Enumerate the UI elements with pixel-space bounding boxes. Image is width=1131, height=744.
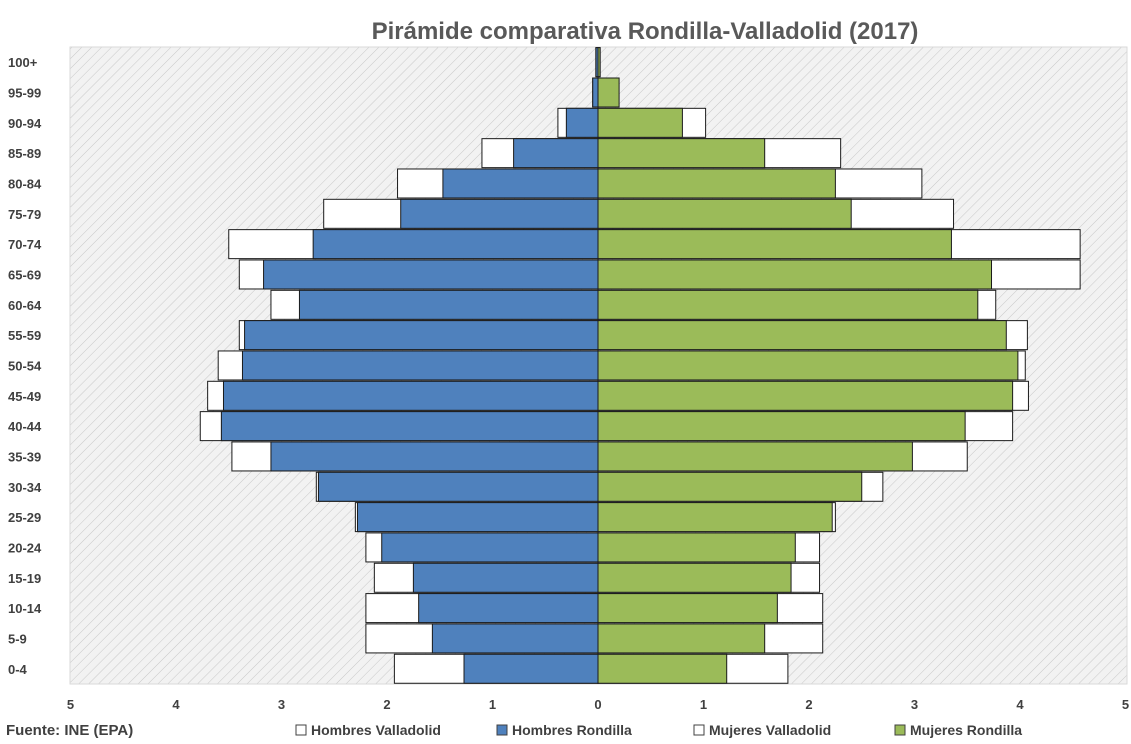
legend-swatch-hombres-valladolid bbox=[295, 724, 307, 736]
y-tick-label-0-4: 0-4 bbox=[8, 662, 28, 677]
legend-swatch-hombres-rondilla bbox=[496, 724, 508, 736]
legend-label-hombres-valladolid: Hombres Valladolid bbox=[311, 722, 441, 738]
legend-label-hombres-rondilla: Hombres Rondilla bbox=[512, 722, 632, 738]
bar-mujeres-rondilla-40-44 bbox=[597, 411, 966, 442]
bar-hombres-rondilla-75-79 bbox=[400, 198, 599, 229]
legend: Hombres Valladolid Hombres Rondilla Mujere… bbox=[295, 722, 1022, 738]
bar-mujeres-rondilla-15-19 bbox=[597, 562, 792, 593]
bar-hombres-rondilla-15-19 bbox=[412, 562, 599, 593]
bar-hombres-rondilla-95-99 bbox=[592, 77, 599, 108]
y-tick-label-20-24: 20-24 bbox=[8, 540, 42, 555]
bar-hombres-rondilla-85-89 bbox=[513, 138, 599, 169]
bar-hombres-rondilla-25-29 bbox=[356, 502, 599, 533]
bars-group bbox=[199, 47, 1081, 684]
x-tick-label: 1 bbox=[700, 697, 707, 712]
legend-swatch-mujeres-rondilla bbox=[894, 724, 906, 736]
bar-mujeres-rondilla-95-99 bbox=[597, 77, 620, 108]
bar-mujeres-rondilla-60-64 bbox=[597, 289, 979, 320]
bar-hombres-rondilla-65-69 bbox=[263, 259, 599, 290]
y-tick-label-45-49: 45-49 bbox=[8, 389, 41, 404]
bar-mujeres-rondilla-45-49 bbox=[597, 380, 1014, 411]
bar-mujeres-rondilla-25-29 bbox=[597, 502, 833, 533]
y-tick-label-65-69: 65-69 bbox=[8, 267, 41, 282]
bar-hombres-rondilla-70-74 bbox=[312, 229, 599, 260]
bar-hombres-rondilla-5-9 bbox=[431, 623, 599, 654]
y-tick-label-15-19: 15-19 bbox=[8, 571, 41, 586]
y-tick-label-75-79: 75-79 bbox=[8, 207, 41, 222]
y-tick-label-70-74: 70-74 bbox=[8, 237, 42, 252]
x-axis-tick-labels: 5 4 3 2 1 0 1 2 3 4 5 bbox=[67, 697, 1129, 712]
bar-mujeres-rondilla-5-9 bbox=[597, 623, 766, 654]
bar-mujeres-rondilla-50-54 bbox=[597, 350, 1019, 381]
bar-mujeres-rondilla-85-89 bbox=[597, 138, 766, 169]
x-tick-label: 5 bbox=[67, 697, 74, 712]
x-tick-label: 2 bbox=[383, 697, 390, 712]
y-tick-label-30-34: 30-34 bbox=[8, 480, 42, 495]
bar-mujeres-rondilla-35-39 bbox=[597, 441, 913, 472]
legend-swatch-mujeres-valladolid bbox=[693, 724, 705, 736]
bar-mujeres-rondilla-80-84 bbox=[597, 168, 836, 199]
bar-hombres-rondilla-60-64 bbox=[298, 289, 599, 320]
y-tick-label-35-39: 35-39 bbox=[8, 449, 41, 464]
x-tick-label: 1 bbox=[489, 697, 496, 712]
y-tick-label-10-14: 10-14 bbox=[8, 601, 42, 616]
x-tick-label: 4 bbox=[1016, 697, 1024, 712]
bar-mujeres-rondilla-90-94 bbox=[597, 107, 683, 138]
y-tick-label-100-: 100+ bbox=[8, 55, 38, 70]
y-tick-label-95-99: 95-99 bbox=[8, 85, 41, 100]
bar-hombres-rondilla-35-39 bbox=[270, 441, 599, 472]
bar-mujeres-rondilla-75-79 bbox=[597, 198, 852, 229]
x-tick-label: 3 bbox=[278, 697, 285, 712]
bar-hombres-rondilla-30-34 bbox=[317, 471, 599, 502]
bar-hombres-rondilla-10-14 bbox=[418, 593, 599, 624]
legend-label-mujeres-rondilla: Mujeres Rondilla bbox=[910, 722, 1022, 738]
y-tick-label-90-94: 90-94 bbox=[8, 116, 42, 131]
y-tick-label-55-59: 55-59 bbox=[8, 328, 41, 343]
bar-hombres-rondilla-90-94 bbox=[565, 107, 599, 138]
y-tick-label-50-54: 50-54 bbox=[8, 358, 42, 373]
y-tick-label-85-89: 85-89 bbox=[8, 146, 41, 161]
x-tick-label: 3 bbox=[911, 697, 918, 712]
chart-title: Pirámide comparativa Rondilla-Valladolid… bbox=[372, 18, 919, 45]
y-axis-labels: 100+ 95-99 90-94 85-89 80-84 75-79 70-74 65-69 6… bbox=[8, 55, 42, 677]
bar-hombres-rondilla-0-4 bbox=[463, 653, 599, 684]
x-tick-label: 2 bbox=[805, 697, 812, 712]
legend-label-mujeres-valladolid: Mujeres Valladolid bbox=[709, 722, 831, 738]
bar-mujeres-rondilla-0-4 bbox=[597, 653, 728, 684]
x-tick-label: 0 bbox=[594, 697, 601, 712]
bar-mujeres-rondilla-10-14 bbox=[597, 593, 778, 624]
y-tick-label-60-64: 60-64 bbox=[8, 298, 42, 313]
bar-mujeres-rondilla-70-74 bbox=[597, 229, 952, 260]
y-tick-label-40-44: 40-44 bbox=[8, 419, 42, 434]
bar-hombres-rondilla-50-54 bbox=[241, 350, 599, 381]
bar-mujeres-rondilla-20-24 bbox=[597, 532, 796, 563]
y-tick-label-25-29: 25-29 bbox=[8, 510, 41, 525]
y-tick-label-5-9: 5-9 bbox=[8, 631, 27, 646]
bar-hombres-rondilla-80-84 bbox=[442, 168, 599, 199]
bar-hombres-rondilla-45-49 bbox=[222, 380, 599, 411]
bar-hombres-rondilla-20-24 bbox=[381, 532, 599, 563]
bar-hombres-rondilla-55-59 bbox=[244, 320, 599, 351]
y-tick-label-80-84: 80-84 bbox=[8, 176, 42, 191]
x-tick-label: 5 bbox=[1122, 697, 1129, 712]
bar-hombres-rondilla-40-44 bbox=[220, 411, 599, 442]
bar-mujeres-rondilla-30-34 bbox=[597, 471, 863, 502]
bar-mujeres-rondilla-65-69 bbox=[597, 259, 993, 290]
source-note: Fuente: INE (EPA) bbox=[6, 722, 133, 739]
bar-mujeres-rondilla-55-59 bbox=[597, 320, 1007, 351]
x-tick-label: 4 bbox=[172, 697, 180, 712]
